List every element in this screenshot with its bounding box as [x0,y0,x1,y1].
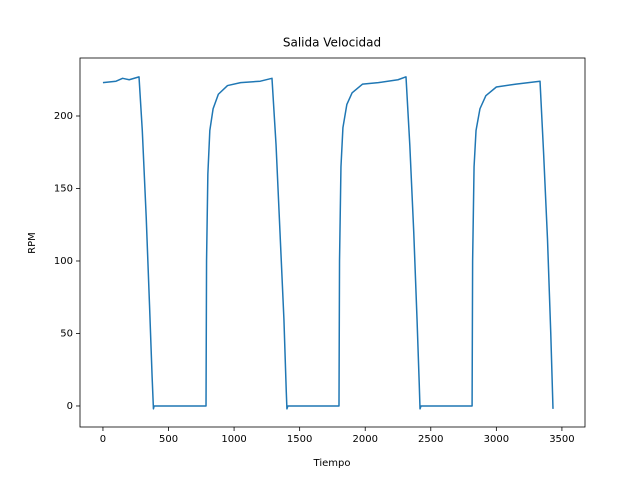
x-tick-label: 3000 [484,434,509,445]
y-tick-label: 100 [54,256,73,267]
y-axis-label: RPM [27,232,38,254]
data-line [102,76,554,410]
x-tick-label: 3500 [549,434,574,445]
x-tick-label: 2000 [352,434,377,445]
y-tick-label: 0 [67,401,73,412]
x-tick-label: 2500 [418,434,443,445]
x-tick-label: 1500 [287,434,312,445]
y-tick-label: 50 [60,328,73,339]
plot-frame [79,57,586,428]
x-tick-label: 0 [100,434,106,445]
y-tick-label: 150 [54,183,73,194]
x-tick-label: 500 [159,434,178,445]
x-tick-label: 1000 [221,434,246,445]
chart-title: Salida Velocidad [283,36,381,50]
y-tick-label: 200 [54,111,73,122]
x-axis-label: Tiempo [313,458,351,469]
